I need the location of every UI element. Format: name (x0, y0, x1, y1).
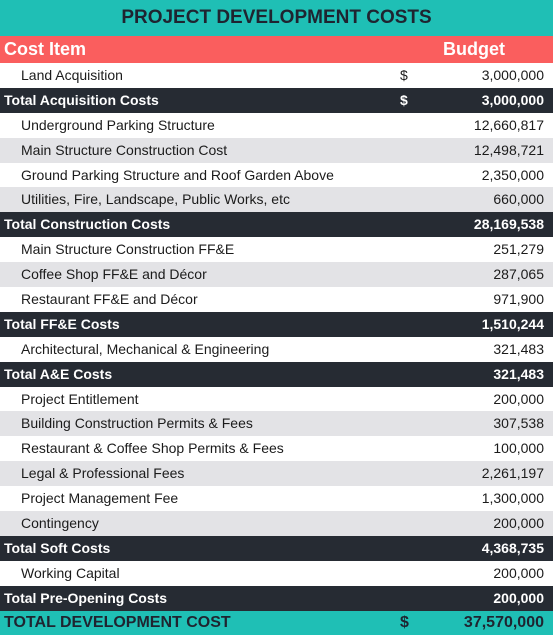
cost-item-row: Underground Parking Structure 12,660,817 (0, 113, 553, 138)
currency-symbol: $ (400, 91, 408, 108)
column-header-budget: Budget (443, 39, 505, 59)
cost-item-row: Utilities, Fire, Landscape, Public Works… (0, 187, 553, 213)
subtotal-row: Total A&E Costs 321,483 (0, 361, 553, 387)
currency-symbol: $ (400, 67, 408, 83)
cost-item-row: Coffee Shop FF&E and Décor 287,065 (0, 262, 553, 288)
subtotal-label: Total Soft Costs (4, 539, 111, 556)
cost-item-row: Project Management Fee 1,300,000 (0, 486, 553, 511)
cost-item-row: Building Construction Permits & Fees 307,… (0, 411, 553, 437)
subtotal-amount: 200,000 (493, 589, 544, 606)
cost-item-amount: 12,660,817 (473, 116, 544, 133)
cost-item-amount: 3,000,000 (481, 67, 544, 83)
cost-item-amount: 287,065 (493, 266, 544, 283)
subtotal-amount: 28,169,538 (473, 216, 544, 233)
cost-item-label: Architectural, Mechanical & Engineering (21, 340, 270, 357)
cost-item-label: Building Construction Permits & Fees (21, 415, 253, 432)
cost-item-row: Main Structure Construction Cost 12,498,7… (0, 137, 553, 163)
cost-item-row: Legal & Professional Fees 2,261,197 (0, 461, 553, 487)
grand-total-amount: 37,570,000 (463, 613, 544, 631)
cost-item-row: Land Acquisition $3,000,000 (0, 63, 553, 88)
cost-item-amount: 971,900 (493, 291, 544, 308)
cost-item-label: Ground Parking Structure and Roof Garden… (21, 166, 334, 183)
sheet-title: PROJECT DEVELOPMENT COSTS (0, 0, 553, 36)
cost-item-row: Restaurant FF&E and Décor 971,900 (0, 287, 553, 312)
cost-item-row: Contingency 200,000 (0, 511, 553, 536)
cost-item-row: Architectural, Mechanical & Engineering 3… (0, 337, 553, 362)
cost-item-amount: 200,000 (493, 515, 544, 532)
cost-item-amount: 2,261,197 (481, 465, 544, 482)
cost-item-amount: 321,483 (493, 340, 544, 357)
subtotal-amount: 3,000,000 (481, 91, 544, 108)
cost-item-amount: 12,498,721 (473, 141, 544, 158)
subtotal-amount: 1,510,244 (481, 315, 544, 332)
grand-total-label: TOTAL DEVELOPMENT COST (4, 613, 231, 631)
cost-item-amount: 307,538 (493, 415, 544, 432)
grand-total-row: TOTAL DEVELOPMENT COST $ 37,570,000 (0, 610, 553, 635)
cost-item-label: Main Structure Construction Cost (21, 141, 228, 158)
cost-item-label: Utilities, Fire, Landscape, Public Works… (21, 191, 290, 208)
cost-item-label: Contingency (21, 515, 99, 532)
cost-item-label: Project Management Fee (21, 490, 179, 507)
cost-item-label: Coffee Shop FF&E and Décor (21, 266, 207, 283)
column-header-cost-item: Cost Item (4, 39, 87, 59)
cost-item-row: Project Entitlement 200,000 (0, 387, 553, 412)
subtotal-amount: 4,368,735 (481, 539, 544, 556)
cost-item-label: Main Structure Construction FF&E (21, 241, 235, 258)
cost-item-label: Working Capital (21, 564, 120, 581)
cost-item-amount: 1,300,000 (481, 490, 544, 507)
column-header-row: Cost Item Budget (0, 36, 553, 63)
cost-item-label: Restaurant FF&E and Décor (21, 291, 198, 308)
subtotal-row: Total FF&E Costs 1,510,244 (0, 311, 553, 337)
cost-item-row: Main Structure Construction FF&E 251,279 (0, 237, 553, 262)
subtotal-row: Total Pre-Opening Costs 200,000 (0, 585, 553, 611)
cost-item-row: Restaurant & Coffee Shop Permits & Fees 1… (0, 436, 553, 461)
cost-item-row: Ground Parking Structure and Roof Garden… (0, 163, 553, 188)
cost-item-label: Underground Parking Structure (21, 116, 215, 133)
subtotal-label: Total A&E Costs (4, 365, 113, 382)
subtotal-row: Total Construction Costs 28,169,538 (0, 212, 553, 238)
subtotal-row: Total Acquisition Costs $3,000,000 (0, 87, 553, 113)
cost-item-amount: 100,000 (493, 440, 544, 457)
subtotal-amount: 321,483 (493, 365, 544, 382)
cost-item-amount: 200,000 (493, 390, 544, 407)
subtotal-label: Total Construction Costs (4, 216, 171, 233)
subtotal-label: Total Acquisition Costs (4, 91, 159, 108)
grand-total-currency: $ (400, 613, 409, 631)
cost-item-amount: 2,350,000 (481, 166, 544, 183)
subtotal-label: Total Pre-Opening Costs (4, 589, 168, 606)
cost-item-row: Working Capital 200,000 (0, 561, 553, 586)
cost-item-label: Restaurant & Coffee Shop Permits & Fees (21, 440, 284, 457)
subtotal-row: Total Soft Costs 4,368,735 (0, 535, 553, 561)
cost-rows: Land Acquisition $3,000,000 Total Acquisit… (0, 63, 553, 611)
cost-item-label: Land Acquisition (21, 67, 123, 83)
cost-item-label: Legal & Professional Fees (21, 465, 185, 482)
subtotal-label: Total FF&E Costs (4, 315, 120, 332)
cost-item-amount: 660,000 (493, 191, 544, 208)
cost-item-amount: 251,279 (493, 241, 544, 258)
cost-item-amount: 200,000 (493, 564, 544, 581)
cost-item-label: Project Entitlement (21, 390, 139, 407)
